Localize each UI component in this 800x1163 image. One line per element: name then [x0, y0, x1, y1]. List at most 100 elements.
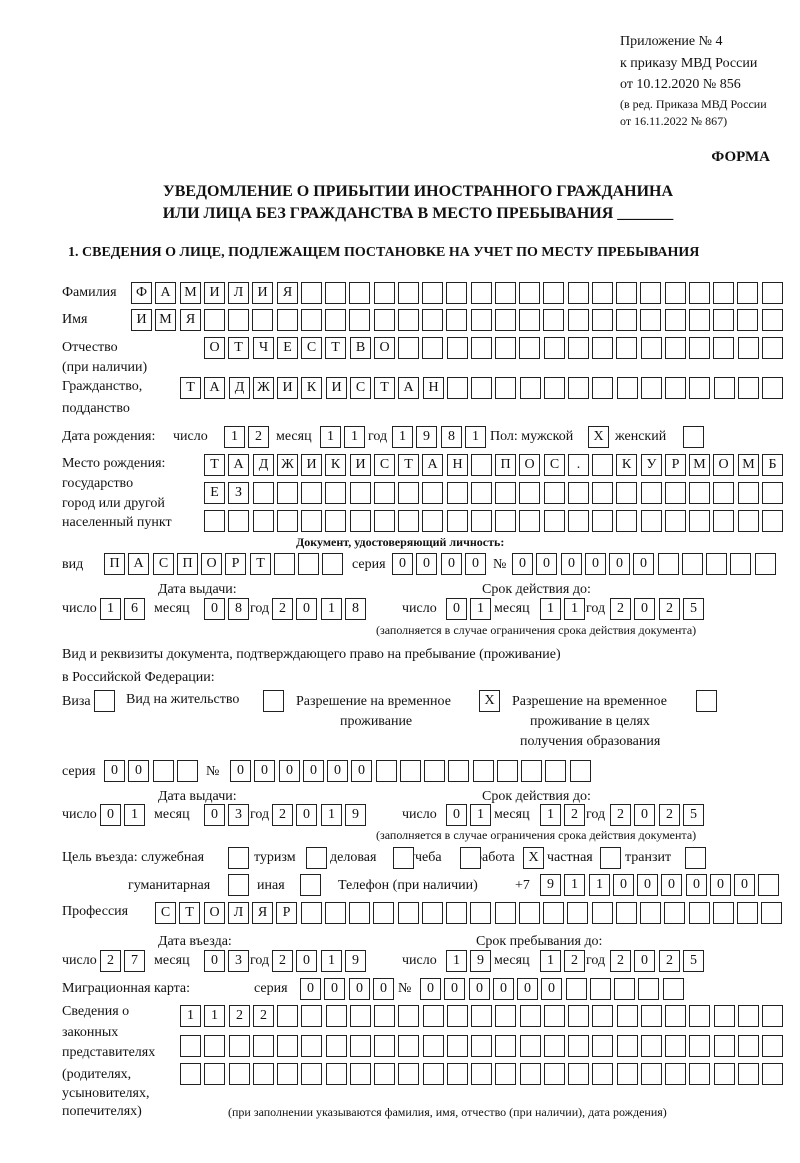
char-cell[interactable]: 0 [465, 553, 486, 575]
char-cell[interactable] [277, 1063, 298, 1085]
char-cell[interactable] [253, 1035, 274, 1057]
char-cell[interactable]: 1 [470, 598, 491, 620]
char-cell[interactable] [640, 902, 661, 924]
char-cell[interactable] [422, 309, 443, 331]
char-cell[interactable] [398, 902, 419, 924]
char-cell[interactable] [277, 1035, 298, 1057]
char-cell[interactable]: М [738, 454, 759, 476]
char-cell[interactable]: 7 [124, 950, 145, 972]
char-cell[interactable]: 2 [229, 1005, 250, 1027]
char-cell[interactable]: И [277, 377, 298, 399]
char-cell[interactable] [568, 1063, 589, 1085]
char-cell[interactable] [229, 1063, 250, 1085]
char-cell[interactable] [617, 377, 638, 399]
char-cell[interactable]: 0 [230, 760, 251, 782]
char-cell[interactable]: Т [180, 377, 201, 399]
char-cell[interactable] [471, 454, 492, 476]
char-cell[interactable] [762, 1035, 783, 1057]
char-cell[interactable]: 0 [373, 978, 394, 1000]
char-cell[interactable] [665, 309, 686, 331]
char-cell[interactable]: Т [325, 337, 346, 359]
char-cell[interactable] [713, 282, 734, 304]
char-cell[interactable] [447, 1035, 468, 1057]
char-cell[interactable]: И [204, 282, 225, 304]
char-cell[interactable] [495, 1035, 516, 1057]
char-cell[interactable] [567, 902, 588, 924]
char-cell[interactable] [446, 309, 467, 331]
char-cell[interactable]: Я [277, 282, 298, 304]
char-cell[interactable] [737, 282, 758, 304]
char-cell[interactable] [730, 553, 751, 575]
char-cell[interactable]: 1 [224, 426, 245, 448]
char-cell[interactable] [204, 1063, 225, 1085]
char-cell[interactable]: 0 [296, 804, 317, 826]
char-cell[interactable]: 0 [204, 950, 225, 972]
char-cell[interactable]: 2 [564, 950, 585, 972]
char-cell[interactable] [398, 309, 419, 331]
char-cell[interactable] [204, 309, 225, 331]
char-cell[interactable] [326, 1035, 347, 1057]
char-cell[interactable] [519, 337, 540, 359]
char-cell[interactable] [495, 309, 516, 331]
char-cell[interactable]: Т [179, 902, 200, 924]
char-cell[interactable] [713, 337, 734, 359]
char-cell[interactable]: 0 [204, 804, 225, 826]
char-cell[interactable]: 1 [540, 804, 561, 826]
char-cell[interactable]: Д [229, 377, 250, 399]
char-cell[interactable]: 0 [444, 978, 465, 1000]
char-cell[interactable]: И [326, 377, 347, 399]
char-cell[interactable] [471, 1005, 492, 1027]
char-cell[interactable]: 1 [540, 598, 561, 620]
char-cell[interactable] [253, 510, 274, 532]
char-cell[interactable]: 0 [104, 760, 125, 782]
char-cell[interactable]: И [252, 282, 273, 304]
char-cell[interactable] [570, 760, 591, 782]
char-cell[interactable] [180, 1063, 201, 1085]
checkbox[interactable] [683, 426, 704, 448]
char-cell[interactable] [374, 282, 395, 304]
char-cell[interactable]: . [568, 454, 589, 476]
char-cell[interactable] [714, 1063, 735, 1085]
char-cell[interactable]: 9 [540, 874, 561, 896]
char-cell[interactable] [471, 1063, 492, 1085]
char-cell[interactable]: 0 [536, 553, 557, 575]
char-cell[interactable]: 2 [100, 950, 121, 972]
char-cell[interactable] [762, 282, 783, 304]
char-cell[interactable] [641, 1035, 662, 1057]
char-cell[interactable] [543, 902, 564, 924]
char-cell[interactable] [495, 902, 516, 924]
char-cell[interactable]: Я [180, 309, 201, 331]
char-cell[interactable] [519, 282, 540, 304]
char-cell[interactable] [689, 1063, 710, 1085]
checkbox[interactable] [393, 847, 414, 869]
char-cell[interactable]: 2 [610, 804, 631, 826]
char-cell[interactable] [663, 978, 684, 1000]
char-cell[interactable] [738, 510, 759, 532]
char-cell[interactable]: 0 [204, 598, 225, 620]
char-cell[interactable]: 1 [589, 874, 610, 896]
char-cell[interactable] [616, 482, 637, 504]
char-cell[interactable] [543, 282, 564, 304]
char-cell[interactable] [755, 553, 776, 575]
char-cell[interactable] [762, 1005, 783, 1027]
char-cell[interactable] [689, 1005, 710, 1027]
char-cell[interactable]: 0 [351, 760, 372, 782]
char-cell[interactable]: 0 [661, 874, 682, 896]
char-cell[interactable] [544, 337, 565, 359]
char-cell[interactable]: Я [252, 902, 273, 924]
char-cell[interactable] [689, 482, 710, 504]
char-cell[interactable]: 2 [610, 950, 631, 972]
char-cell[interactable] [374, 1035, 395, 1057]
char-cell[interactable] [424, 760, 445, 782]
checkbox[interactable] [300, 874, 321, 896]
char-cell[interactable] [301, 282, 322, 304]
char-cell[interactable] [497, 760, 518, 782]
char-cell[interactable]: А [128, 553, 149, 575]
char-cell[interactable] [568, 1035, 589, 1057]
char-cell[interactable] [422, 482, 443, 504]
char-cell[interactable] [325, 902, 346, 924]
char-cell[interactable]: 1 [321, 950, 342, 972]
char-cell[interactable]: К [301, 377, 322, 399]
char-cell[interactable]: 0 [100, 804, 121, 826]
char-cell[interactable]: И [131, 309, 152, 331]
